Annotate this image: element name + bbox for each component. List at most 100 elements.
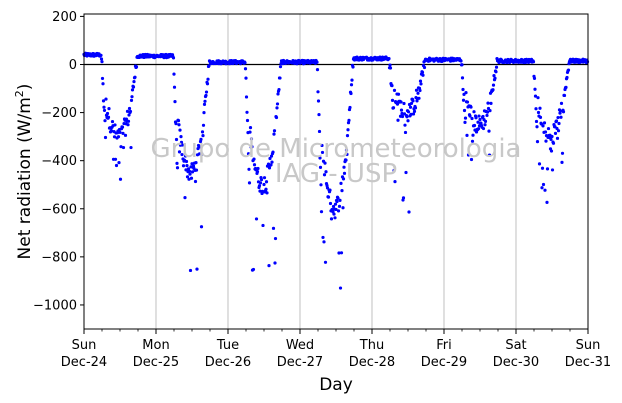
data-point bbox=[113, 123, 117, 127]
data-point bbox=[333, 216, 337, 220]
x-axis-label: Day bbox=[319, 375, 353, 395]
data-point bbox=[100, 76, 105, 81]
data-point bbox=[322, 173, 327, 177]
data-point bbox=[345, 134, 350, 138]
data-point bbox=[315, 60, 319, 64]
data-point bbox=[340, 188, 344, 193]
data-point bbox=[545, 167, 550, 171]
data-point bbox=[543, 130, 548, 134]
data-point bbox=[409, 101, 414, 106]
data-point bbox=[549, 149, 554, 153]
data-point bbox=[349, 91, 353, 96]
data-point bbox=[420, 70, 425, 74]
data-point bbox=[396, 92, 401, 96]
data-point bbox=[181, 164, 186, 168]
data-point bbox=[489, 101, 493, 105]
data-point bbox=[104, 97, 108, 101]
data-point bbox=[244, 76, 248, 80]
data-point bbox=[488, 109, 492, 113]
data-point bbox=[532, 76, 537, 81]
data-point bbox=[469, 157, 474, 162]
data-point bbox=[400, 111, 404, 116]
data-point bbox=[487, 129, 491, 133]
data-point bbox=[243, 61, 247, 65]
data-point bbox=[256, 166, 260, 171]
data-point bbox=[322, 240, 326, 244]
data-point bbox=[399, 100, 403, 104]
data-point bbox=[491, 83, 496, 87]
data-point bbox=[328, 188, 332, 192]
x-tick-day: Thu bbox=[359, 338, 384, 353]
y-tick-label: −800 bbox=[41, 250, 77, 265]
watermark-line-2: IAG - USP bbox=[275, 159, 397, 189]
x-tick-date: Dec-29 bbox=[421, 355, 467, 370]
data-point bbox=[486, 101, 490, 105]
y-tick-label: −1000 bbox=[33, 298, 77, 313]
data-point bbox=[262, 176, 267, 180]
x-tick-date: Dec-25 bbox=[133, 355, 179, 370]
data-point bbox=[551, 141, 556, 145]
data-point bbox=[102, 108, 107, 113]
data-point bbox=[315, 68, 320, 72]
data-point bbox=[533, 87, 537, 91]
data-point bbox=[317, 129, 322, 134]
y-tick-label: −200 bbox=[41, 106, 77, 121]
data-point bbox=[190, 162, 194, 166]
data-point bbox=[549, 137, 553, 141]
data-point bbox=[390, 98, 395, 102]
data-point bbox=[460, 76, 465, 80]
y-axis-label: Net radiation (W/m2) bbox=[13, 84, 35, 260]
data-point bbox=[323, 260, 328, 264]
data-point bbox=[492, 73, 496, 78]
data-point bbox=[399, 108, 404, 112]
data-point bbox=[262, 182, 266, 187]
data-point bbox=[132, 80, 136, 84]
data-point bbox=[326, 195, 331, 199]
data-point bbox=[112, 135, 117, 139]
data-point bbox=[349, 83, 354, 87]
data-point bbox=[109, 129, 114, 133]
data-point bbox=[534, 119, 539, 124]
data-point bbox=[344, 158, 348, 162]
data-point bbox=[247, 167, 251, 171]
data-point bbox=[173, 100, 177, 104]
data-point bbox=[243, 67, 248, 71]
data-point bbox=[265, 191, 269, 195]
data-point bbox=[369, 56, 373, 60]
data-point bbox=[557, 121, 561, 126]
data-point bbox=[412, 109, 417, 113]
data-point bbox=[494, 70, 498, 74]
data-point bbox=[316, 99, 321, 103]
data-point bbox=[403, 130, 408, 135]
data-point bbox=[177, 123, 181, 127]
data-point bbox=[536, 96, 540, 100]
data-point bbox=[390, 84, 394, 88]
data-point bbox=[200, 130, 205, 134]
data-point bbox=[392, 168, 396, 173]
data-point bbox=[535, 140, 540, 144]
data-point bbox=[127, 113, 131, 117]
data-point bbox=[541, 124, 545, 128]
data-point bbox=[335, 199, 339, 204]
data-point bbox=[245, 110, 249, 114]
data-point bbox=[562, 93, 567, 98]
data-point bbox=[463, 116, 468, 120]
data-point bbox=[183, 196, 187, 200]
data-point bbox=[270, 160, 274, 164]
data-point bbox=[123, 133, 128, 137]
data-point bbox=[413, 106, 418, 110]
data-point bbox=[133, 75, 137, 79]
data-point bbox=[491, 88, 495, 92]
data-point bbox=[259, 178, 264, 182]
y-axis-label-superscript: 2 bbox=[13, 90, 26, 97]
data-point bbox=[329, 217, 334, 221]
data-point bbox=[316, 90, 320, 94]
data-point bbox=[199, 225, 204, 229]
data-point bbox=[408, 105, 413, 109]
data-point bbox=[186, 167, 191, 171]
data-point bbox=[481, 114, 485, 119]
data-point bbox=[566, 68, 571, 72]
data-point bbox=[350, 78, 354, 82]
y-tick-label: −400 bbox=[41, 154, 77, 169]
x-tick-date: Dec-27 bbox=[277, 355, 323, 370]
